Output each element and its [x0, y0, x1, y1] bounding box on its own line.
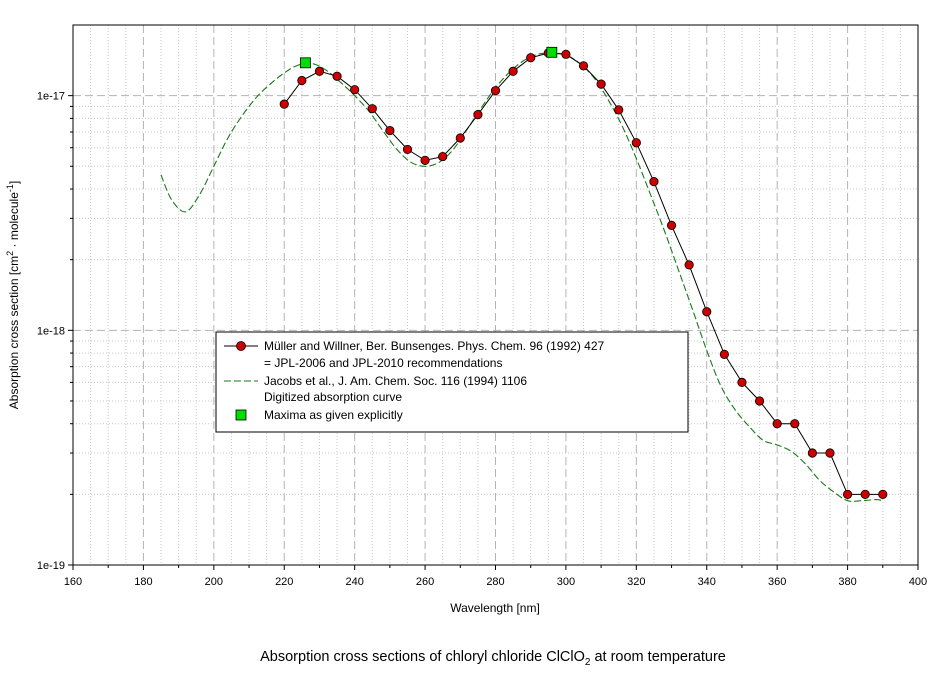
- data-point-maximum: [546, 46, 558, 58]
- data-point-maximum: [299, 57, 311, 69]
- y-axis-title-part3: ]: [7, 181, 21, 184]
- data-point-muller: [754, 396, 765, 406]
- x-tick-label: 360: [768, 576, 786, 588]
- data-point-muller: [684, 260, 694, 270]
- axis-ticks: [68, 95, 919, 570]
- x-tick-label: 240: [345, 576, 363, 588]
- data-point-muller: [790, 419, 800, 429]
- data-point-muller: [350, 85, 360, 95]
- data-point-muller: [737, 377, 747, 387]
- figure-caption: Absorption cross sections of chloryl chl…: [260, 649, 726, 668]
- x-tick-label: 380: [838, 576, 856, 588]
- data-point-muller: [702, 307, 712, 317]
- data-point-muller: [578, 61, 589, 71]
- y-tick-label: 1e-19: [37, 560, 65, 572]
- x-tick-label: 180: [134, 576, 152, 588]
- caption-subscript: 2: [585, 657, 591, 668]
- data-point-muller: [649, 177, 659, 187]
- data-point-muller: [666, 220, 677, 230]
- data-point-muller: [631, 138, 641, 148]
- data-point-muller: [490, 86, 501, 96]
- legend-box: [215, 331, 689, 433]
- y-tick-label: 1e-18: [37, 325, 65, 337]
- data-point-muller: [561, 49, 571, 59]
- data-point-muller: [297, 75, 307, 86]
- data-point-muller: [438, 151, 448, 162]
- grid: [73, 25, 918, 565]
- data-point-muller: [473, 110, 483, 120]
- x-tick-label: 160: [64, 576, 82, 588]
- x-tick-label: 260: [416, 576, 434, 588]
- data-point-muller: [842, 489, 853, 499]
- data-point-muller: [596, 79, 606, 89]
- y-axis-title-part1: Absorption cross section [cm: [7, 256, 21, 409]
- data-point-muller: [860, 489, 870, 499]
- x-tick-label: 220: [275, 576, 293, 588]
- y-axis-title-sup1: 2: [5, 251, 15, 256]
- legend: Müller and Willner, Ber. Bunsenges. Phys…: [215, 331, 689, 433]
- data-point-muller: [719, 349, 729, 359]
- data-point-muller: [825, 448, 835, 458]
- data-point-muller: [420, 155, 430, 165]
- x-tick-label: 400: [909, 576, 927, 588]
- data-point-muller: [367, 104, 377, 114]
- series-jacobs-line: [160, 52, 883, 502]
- data-point-muller: [508, 66, 518, 76]
- legend-swatch-maxima: [235, 409, 247, 421]
- x-tick-label: 340: [698, 576, 716, 588]
- data-point-muller: [772, 419, 782, 429]
- data-point-muller: [614, 105, 624, 115]
- caption-part1: Absorption cross sections of chloryl chl…: [260, 649, 585, 665]
- x-tick-label: 280: [486, 576, 504, 588]
- data-point-muller: [279, 99, 289, 109]
- y-axis-title-part2: · molecule: [7, 192, 21, 251]
- data-point-muller: [314, 66, 325, 76]
- legend-label-jacobs: Jacobs et al., J. Am. Chem. Soc. 116 (19…: [264, 374, 527, 388]
- data-point-muller: [332, 71, 342, 81]
- legend-label-mw: Müller and Willner, Ber. Bunsenges. Phys…: [264, 339, 605, 353]
- legend-swatch-marker-mw: [236, 341, 246, 351]
- data-point-muller: [878, 489, 888, 499]
- caption-part2: at room temperature: [590, 649, 725, 665]
- data-point-muller: [807, 448, 817, 458]
- y-axis-title-sup2: -1: [5, 184, 15, 192]
- legend-label-jacobs-line2: Digitized absorption curve: [264, 390, 402, 404]
- legend-label-mw-line2: = JPL-2006 and JPL-2010 recommendations: [264, 356, 502, 370]
- x-axis-title: Wavelength [nm]: [450, 601, 540, 615]
- data-point-muller: [526, 53, 536, 63]
- y-axis-title: Absorption cross section [cm2 · molecule…: [5, 181, 21, 409]
- x-tick-label: 200: [205, 576, 223, 588]
- y-tick-label: 1e-17: [37, 91, 65, 103]
- series-layer: [160, 46, 888, 502]
- x-tick-label: 300: [557, 576, 575, 588]
- axis-tick-labels: 160 180 200 220 240 260 280 300 320 340 360 380 400 1…: [37, 91, 927, 588]
- data-point-muller: [385, 125, 395, 136]
- data-point-muller: [455, 133, 465, 143]
- x-tick-label: 320: [627, 576, 645, 588]
- legend-label-maxima: Maxima as given explicitly: [264, 408, 403, 422]
- data-point-muller: [402, 144, 413, 155]
